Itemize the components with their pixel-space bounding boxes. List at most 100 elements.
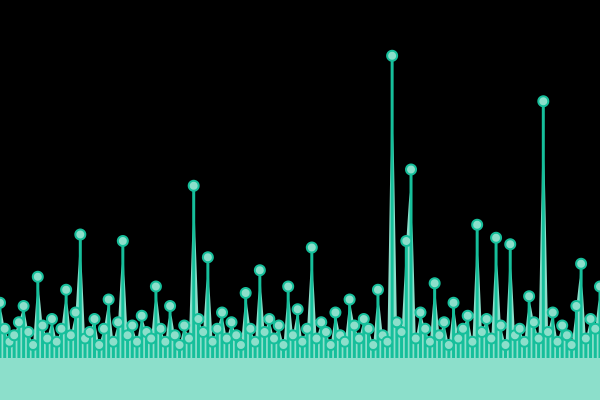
stem-marker [27, 339, 40, 351]
stem-marker [69, 306, 82, 319]
stem-marker [216, 306, 229, 319]
stem-marker [154, 322, 167, 335]
stem-marker [97, 322, 110, 335]
stem-marker [102, 293, 115, 306]
stem-marker [390, 316, 403, 329]
stem-marker [116, 235, 129, 247]
stem-marker [291, 303, 304, 316]
stem-marker [22, 326, 35, 338]
stem-marker [211, 322, 224, 335]
stem-marker [159, 335, 172, 348]
stem-marker [296, 335, 309, 348]
stem-marker [556, 319, 569, 332]
stem-marker [244, 322, 257, 335]
stem-marker [570, 300, 583, 312]
stem-marker [452, 332, 465, 345]
stem-marker [17, 300, 30, 312]
stem-markers-group [0, 49, 600, 351]
stem-marker [55, 322, 68, 335]
stem-marker [395, 326, 408, 338]
stem-marker [523, 290, 536, 303]
stem-marker [400, 235, 413, 247]
stem-marker [225, 316, 238, 329]
stem-marker [277, 339, 290, 351]
stem-marker [135, 309, 148, 322]
stem-marker [197, 326, 210, 338]
stem-marker [168, 329, 181, 342]
stem-marker [121, 329, 134, 342]
stem-marker [187, 179, 200, 192]
stem-marker [565, 339, 578, 351]
stem-marker [353, 332, 366, 345]
stem-marker [178, 319, 191, 332]
stem-marker [466, 335, 479, 348]
stem-marker [301, 322, 314, 335]
stem-marker [249, 335, 262, 348]
stem-marker [490, 231, 503, 244]
stem-marker [107, 335, 120, 348]
stem-marker [579, 332, 592, 345]
stem-marker [329, 306, 342, 319]
stem-marker [182, 332, 195, 345]
stem-marker [272, 319, 285, 332]
stem-marker [594, 280, 600, 293]
stem-marker [485, 332, 498, 345]
stem-marker [145, 332, 158, 345]
stem-marker [0, 322, 11, 335]
stem-marker [433, 329, 446, 342]
stem-marker [164, 300, 177, 312]
stem-marker [405, 163, 418, 176]
stem-marker [60, 283, 73, 296]
stem-marker [131, 335, 144, 348]
stem-marker [371, 283, 384, 296]
stem-marker [45, 313, 58, 325]
stem-marker [8, 329, 21, 342]
stem-marker [414, 306, 427, 319]
stem-marker [518, 335, 531, 348]
stem-marker [575, 257, 588, 270]
stem-marker [324, 339, 337, 351]
stem-marker [475, 326, 488, 338]
stem-marker [64, 329, 77, 342]
stem-marker [319, 326, 332, 338]
stem-marker [409, 332, 422, 345]
stem-marker [423, 335, 436, 348]
stem-marker [504, 238, 517, 251]
stem-marker [93, 339, 106, 351]
stem-marker [263, 313, 276, 325]
stem-marker [149, 280, 162, 293]
stem-marker [551, 335, 564, 348]
stem-marker [560, 329, 573, 342]
stem-marker [480, 313, 493, 325]
stem-marker [36, 319, 49, 332]
stem-marker [112, 316, 125, 329]
area-fill [0, 55, 600, 400]
stem-marker [456, 322, 469, 335]
stem-marker [173, 339, 186, 351]
stem-marker [546, 306, 559, 319]
stem-marker [201, 251, 214, 264]
stem-marker [282, 280, 295, 293]
stem-marker [234, 339, 247, 351]
stem-marker [206, 335, 219, 348]
stem-marker [348, 319, 361, 332]
stem-marker [343, 293, 356, 306]
stem-marker [192, 313, 205, 325]
stem-marker [537, 95, 550, 108]
stem-marker [589, 322, 600, 335]
stem-marker [471, 218, 484, 231]
stem-marker [386, 49, 399, 62]
stem-marker [230, 329, 243, 342]
stem-marker [50, 335, 63, 348]
stem-marker [442, 339, 455, 351]
stem-marker [438, 316, 451, 329]
stem-marker [88, 313, 101, 325]
stem-marker [357, 313, 370, 325]
stem-marker [126, 319, 139, 332]
stem-marker [461, 309, 474, 322]
stem-marker [362, 322, 375, 335]
stem-marker [253, 264, 266, 277]
stem-marker [338, 335, 351, 348]
